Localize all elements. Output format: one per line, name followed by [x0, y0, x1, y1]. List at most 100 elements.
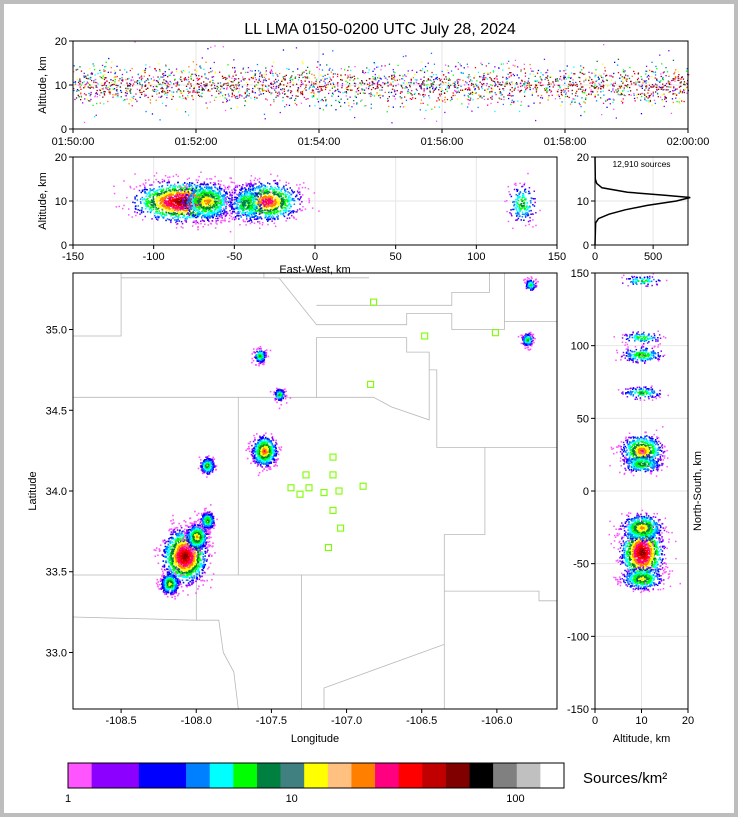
source-point — [665, 100, 667, 103]
source-point — [204, 77, 207, 79]
source-point — [282, 76, 284, 78]
source-point — [217, 199, 220, 201]
source-point — [327, 86, 329, 88]
source-point — [515, 82, 518, 84]
source-point — [201, 183, 204, 185]
source-point — [392, 69, 394, 71]
source-point — [225, 191, 228, 193]
source-point — [407, 92, 409, 94]
source-point — [288, 68, 290, 70]
source-point — [341, 85, 343, 87]
source-point — [177, 181, 179, 184]
source-point — [665, 82, 668, 85]
source-point — [161, 198, 163, 201]
source-point — [235, 88, 237, 90]
source-point — [609, 103, 611, 105]
source-point — [87, 86, 89, 88]
source-point — [184, 202, 187, 205]
source-point — [187, 211, 189, 214]
source-point — [568, 77, 570, 79]
source-point — [306, 76, 308, 78]
source-point — [193, 201, 195, 203]
source-point — [209, 81, 211, 83]
source-point — [163, 199, 166, 202]
source-point — [455, 92, 458, 94]
source-point — [572, 81, 574, 84]
source-point — [286, 85, 288, 87]
source-point — [92, 63, 94, 65]
source-point — [686, 68, 688, 70]
source-point — [152, 76, 155, 78]
source-point — [191, 212, 193, 214]
source-point — [510, 103, 512, 106]
source-point — [231, 191, 234, 194]
source-point — [127, 85, 129, 88]
source-point — [218, 209, 221, 211]
source-point — [590, 94, 592, 96]
source-point — [160, 188, 162, 190]
source-point — [161, 86, 163, 89]
source-point — [423, 80, 425, 82]
source-point — [108, 89, 110, 91]
source-point — [631, 75, 633, 77]
source-point — [511, 99, 513, 101]
source-point — [412, 76, 415, 79]
source-point — [196, 181, 199, 184]
source-point — [551, 94, 553, 96]
source-point — [313, 86, 315, 88]
source-point — [170, 193, 172, 195]
source-point — [432, 82, 434, 84]
source-point — [468, 92, 470, 95]
source-point — [321, 89, 324, 91]
source-point — [158, 188, 161, 191]
source-point — [477, 106, 479, 109]
source-point — [576, 83, 578, 86]
source-point — [451, 98, 453, 100]
source-point — [182, 183, 184, 186]
source-point — [464, 84, 466, 86]
source-point — [475, 92, 477, 94]
source-point — [411, 90, 413, 92]
source-point — [172, 185, 174, 187]
source-point — [132, 97, 134, 99]
source-point — [203, 200, 206, 202]
source-point — [169, 80, 171, 83]
source-point — [158, 96, 160, 98]
source-point — [198, 83, 200, 85]
source-point — [157, 216, 160, 219]
source-point — [495, 77, 497, 79]
source-point — [393, 71, 395, 73]
source-point — [664, 96, 666, 99]
source-point — [204, 197, 207, 200]
source-point — [435, 120, 438, 122]
source-point — [610, 75, 613, 77]
source-point — [477, 98, 479, 100]
source-point — [416, 89, 418, 91]
source-point — [310, 84, 312, 87]
source-point — [622, 101, 624, 104]
source-point — [186, 197, 188, 200]
source-point — [243, 79, 245, 81]
source-point — [223, 204, 225, 206]
source-point — [111, 82, 113, 84]
source-point — [361, 80, 363, 82]
source-point — [263, 89, 265, 91]
source-point — [273, 80, 275, 82]
source-point — [271, 71, 273, 73]
source-point — [368, 84, 370, 86]
source-point — [185, 205, 187, 207]
source-point — [289, 79, 291, 81]
source-point — [196, 213, 198, 215]
source-point — [212, 201, 215, 203]
source-point — [120, 89, 122, 92]
x-tick-label: 01:54:00 — [298, 136, 341, 148]
source-point — [661, 94, 663, 96]
source-point — [592, 81, 594, 83]
source-point — [145, 195, 147, 197]
source-point — [284, 78, 286, 80]
source-point — [206, 83, 208, 85]
source-point — [662, 79, 664, 81]
source-point — [306, 72, 308, 75]
source-point — [173, 192, 175, 194]
source-point — [221, 217, 223, 219]
